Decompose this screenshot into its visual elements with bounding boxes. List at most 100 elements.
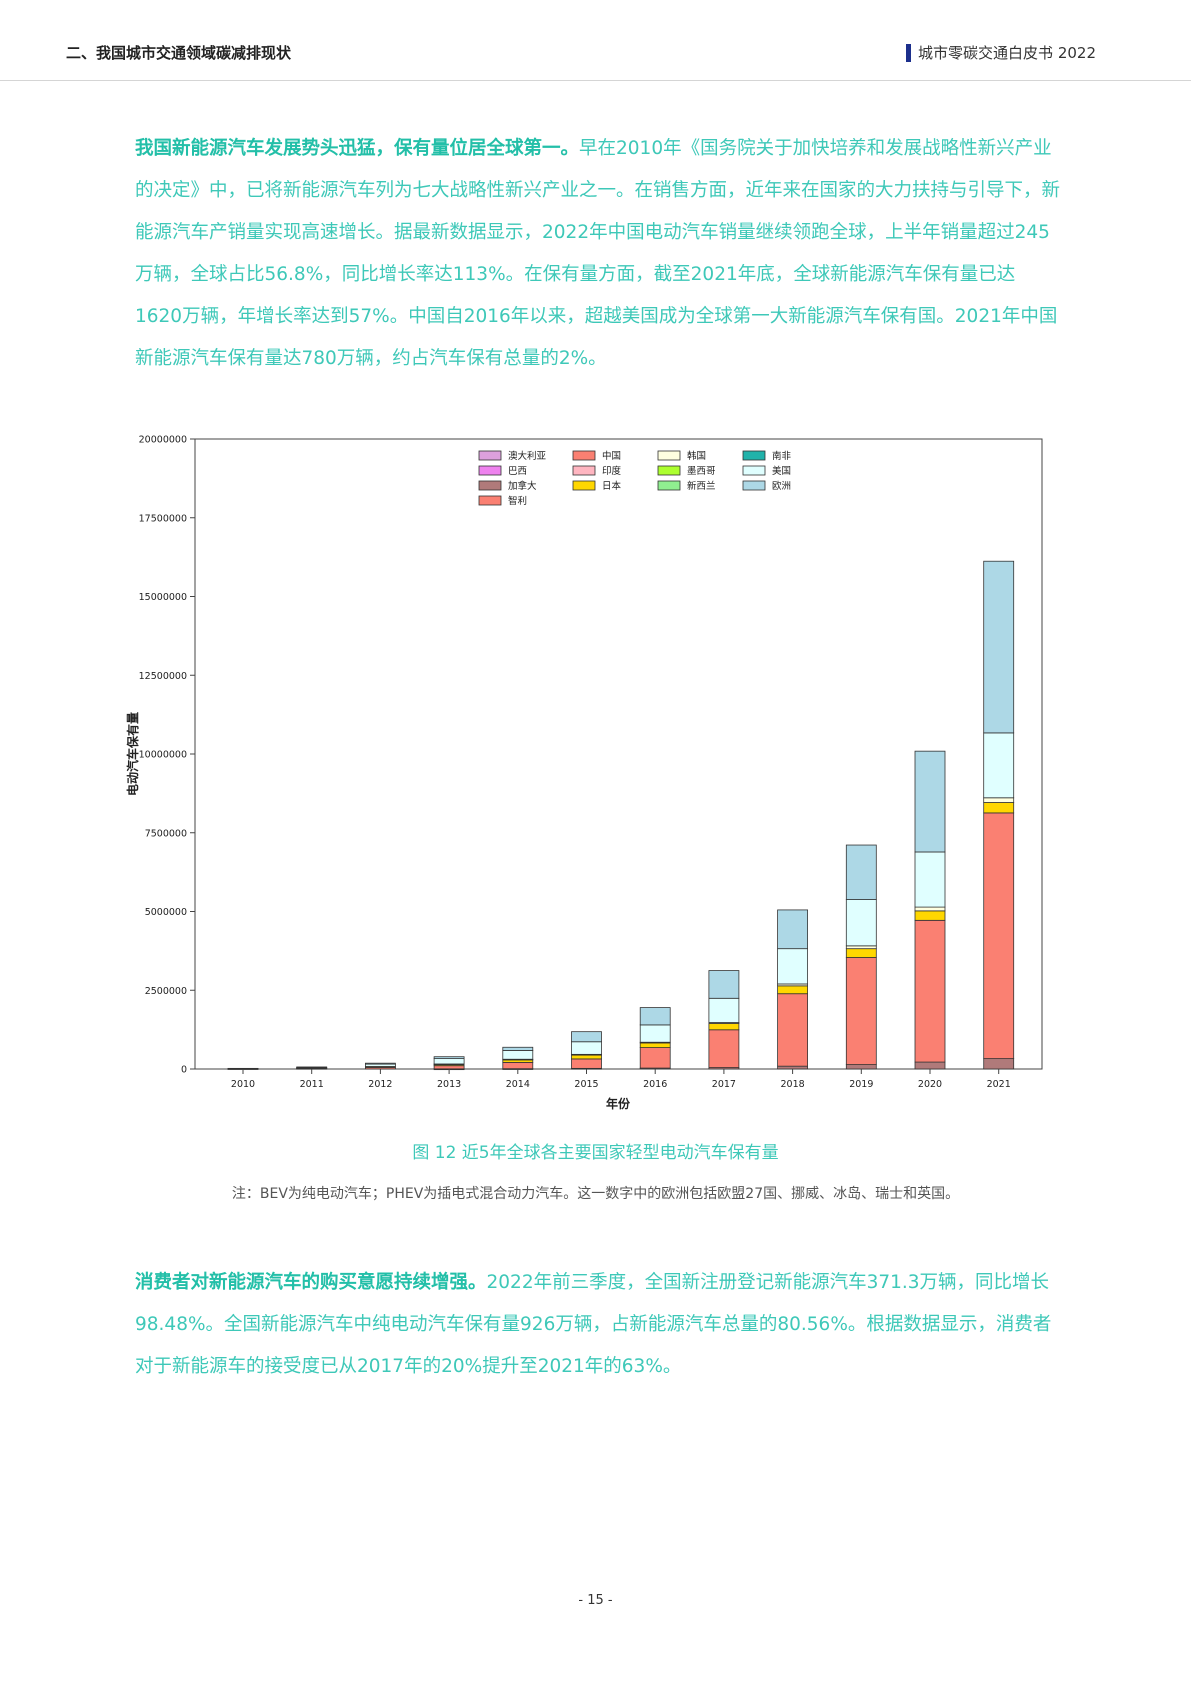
legend-swatch xyxy=(478,450,502,461)
legend-label: 中国 xyxy=(602,450,621,462)
legend-label: 巴西 xyxy=(508,466,527,477)
paragraph-2-body: 2022年前三季度，全国新注册登记新能源汽车371.3万辆，同比增长98.48%… xyxy=(135,1272,1052,1377)
x-tick-label: 2012 xyxy=(368,1079,392,1090)
bar-segment xyxy=(777,909,808,950)
bar-segment xyxy=(914,919,946,1063)
x-tick-label: 2013 xyxy=(437,1079,461,1090)
document-title: 城市零碳交通白皮书 2022 xyxy=(906,44,1096,62)
bar-segment xyxy=(914,1061,946,1070)
x-tick-label: 2015 xyxy=(574,1079,598,1090)
figure-note: 注：BEV为纯电动汽车；PHEV为插电式混合动力汽车。这一数字中的欧洲包括欧盟2… xyxy=(231,1186,960,1202)
bar-segment xyxy=(502,1046,534,1051)
legend-label: 墨西哥 xyxy=(687,466,716,477)
section-title: 二、我国城市交通领域碳减排现状 xyxy=(66,44,292,62)
x-axis-label: 年份 xyxy=(606,1096,631,1111)
y-tick-label: 2500000 xyxy=(145,986,187,997)
bar-segment xyxy=(983,1058,1015,1070)
bar-segment xyxy=(433,1056,465,1060)
legend-label: 韩国 xyxy=(687,450,706,462)
bar-segment xyxy=(502,1050,534,1060)
legend-swatch xyxy=(657,450,681,461)
bar-segment xyxy=(845,1064,877,1070)
bar-segment xyxy=(571,1041,602,1055)
x-tick-label: 2014 xyxy=(506,1079,530,1090)
bar-segment xyxy=(914,910,946,921)
bar-segment xyxy=(296,1066,328,1069)
y-tick-label: 12500000 xyxy=(139,671,187,682)
y-tick-label: 5000000 xyxy=(145,907,187,918)
bar-segment xyxy=(845,844,877,900)
x-tick-label: 2020 xyxy=(918,1079,942,1090)
bar-segment xyxy=(983,560,1015,734)
bar-segment xyxy=(708,970,740,999)
legend-label: 澳大利亚 xyxy=(508,450,547,462)
legend-swatch xyxy=(742,480,766,491)
page-header: 二、我国城市交通领域碳减排现状 城市零碳交通白皮书 2022 xyxy=(0,0,1191,81)
bar-segment xyxy=(777,948,808,985)
bar-segment xyxy=(433,1065,465,1070)
y-tick-label: 20000000 xyxy=(139,435,187,446)
y-tick-label: 10000000 xyxy=(139,750,187,761)
x-tick-label: 2018 xyxy=(781,1079,805,1090)
bar-segment xyxy=(708,1023,740,1031)
legend-label: 南非 xyxy=(772,450,792,462)
y-tick-label: 17500000 xyxy=(139,513,187,524)
legend-label: 新西兰 xyxy=(687,480,716,492)
legend-swatch xyxy=(657,480,681,491)
bar-segment xyxy=(845,948,877,958)
y-axis-label: 电动汽车保有量 xyxy=(125,712,140,796)
bar-segment xyxy=(777,985,808,995)
bar-segment xyxy=(983,802,1015,814)
bar-segment xyxy=(983,732,1015,799)
bar-segment xyxy=(639,1024,671,1043)
legend-label: 智利 xyxy=(508,495,527,507)
legend-swatch xyxy=(572,450,596,461)
bar-segment xyxy=(639,1007,671,1026)
bar-segment xyxy=(777,993,808,1067)
x-tick-label: 2016 xyxy=(643,1079,667,1090)
bar-segment xyxy=(433,1058,465,1065)
paragraph-1: 我国新能源汽车发展势头迅猛，保有量位居全球第一。早在2010年《国务院关于加快培… xyxy=(135,128,1060,380)
x-tick-label: 2021 xyxy=(987,1079,1011,1090)
bar-segment xyxy=(708,1029,740,1068)
legend-swatch xyxy=(742,465,766,476)
bar-segment xyxy=(364,1062,396,1065)
bar-segment xyxy=(571,1031,602,1043)
figure-caption: 图 12 近5年全球各主要国家轻型电动汽车保有量 xyxy=(412,1143,779,1163)
legend-swatch xyxy=(478,495,502,506)
x-tick-label: 2017 xyxy=(712,1079,736,1090)
bar-segment xyxy=(708,997,740,1023)
bar-segment xyxy=(639,1042,671,1048)
bar-segment xyxy=(845,899,877,947)
page-number: - 15 - xyxy=(578,1593,613,1608)
legend-swatch xyxy=(478,465,502,476)
bar-segment xyxy=(639,1047,671,1069)
legend-label: 日本 xyxy=(602,480,622,492)
bar-segment xyxy=(983,812,1015,1060)
legend-label: 印度 xyxy=(602,465,622,477)
paragraph-2-lead: 消费者对新能源汽车的购买意愿持续增强。 xyxy=(135,1272,487,1293)
bar-segment xyxy=(914,750,946,853)
legend-swatch xyxy=(572,480,596,491)
legend-swatch xyxy=(657,465,681,476)
paragraph-1-lead: 我国新能源汽车发展势头迅猛，保有量位居全球第一。 xyxy=(135,138,580,159)
bar-segment xyxy=(845,945,877,950)
legend-label: 加拿大 xyxy=(508,480,537,492)
legend-swatch xyxy=(742,450,766,461)
y-tick-label: 0 xyxy=(181,1065,187,1076)
bar-segment xyxy=(502,1061,534,1070)
x-tick-label: 2019 xyxy=(849,1079,873,1090)
bar-segment xyxy=(914,851,946,908)
bar-segment xyxy=(571,1058,602,1069)
legend-label: 美国 xyxy=(772,465,791,477)
ev-stock-chart: 0 2500000 5000000 7500000 10000000 12500000 15… xyxy=(125,435,1043,1111)
x-tick-label: 2010 xyxy=(231,1079,255,1090)
bar-segment xyxy=(845,957,877,1065)
legend-swatch xyxy=(478,480,502,491)
bar-segment xyxy=(777,1065,808,1070)
y-tick-label: 7500000 xyxy=(145,828,187,839)
paragraph-2: 消费者对新能源汽车的购买意愿持续增强。2022年前三季度，全国新注册登记新能源汽… xyxy=(135,1262,1060,1388)
bar-segment xyxy=(914,906,946,912)
legend-swatch xyxy=(572,465,596,476)
y-tick-label: 15000000 xyxy=(139,592,187,603)
